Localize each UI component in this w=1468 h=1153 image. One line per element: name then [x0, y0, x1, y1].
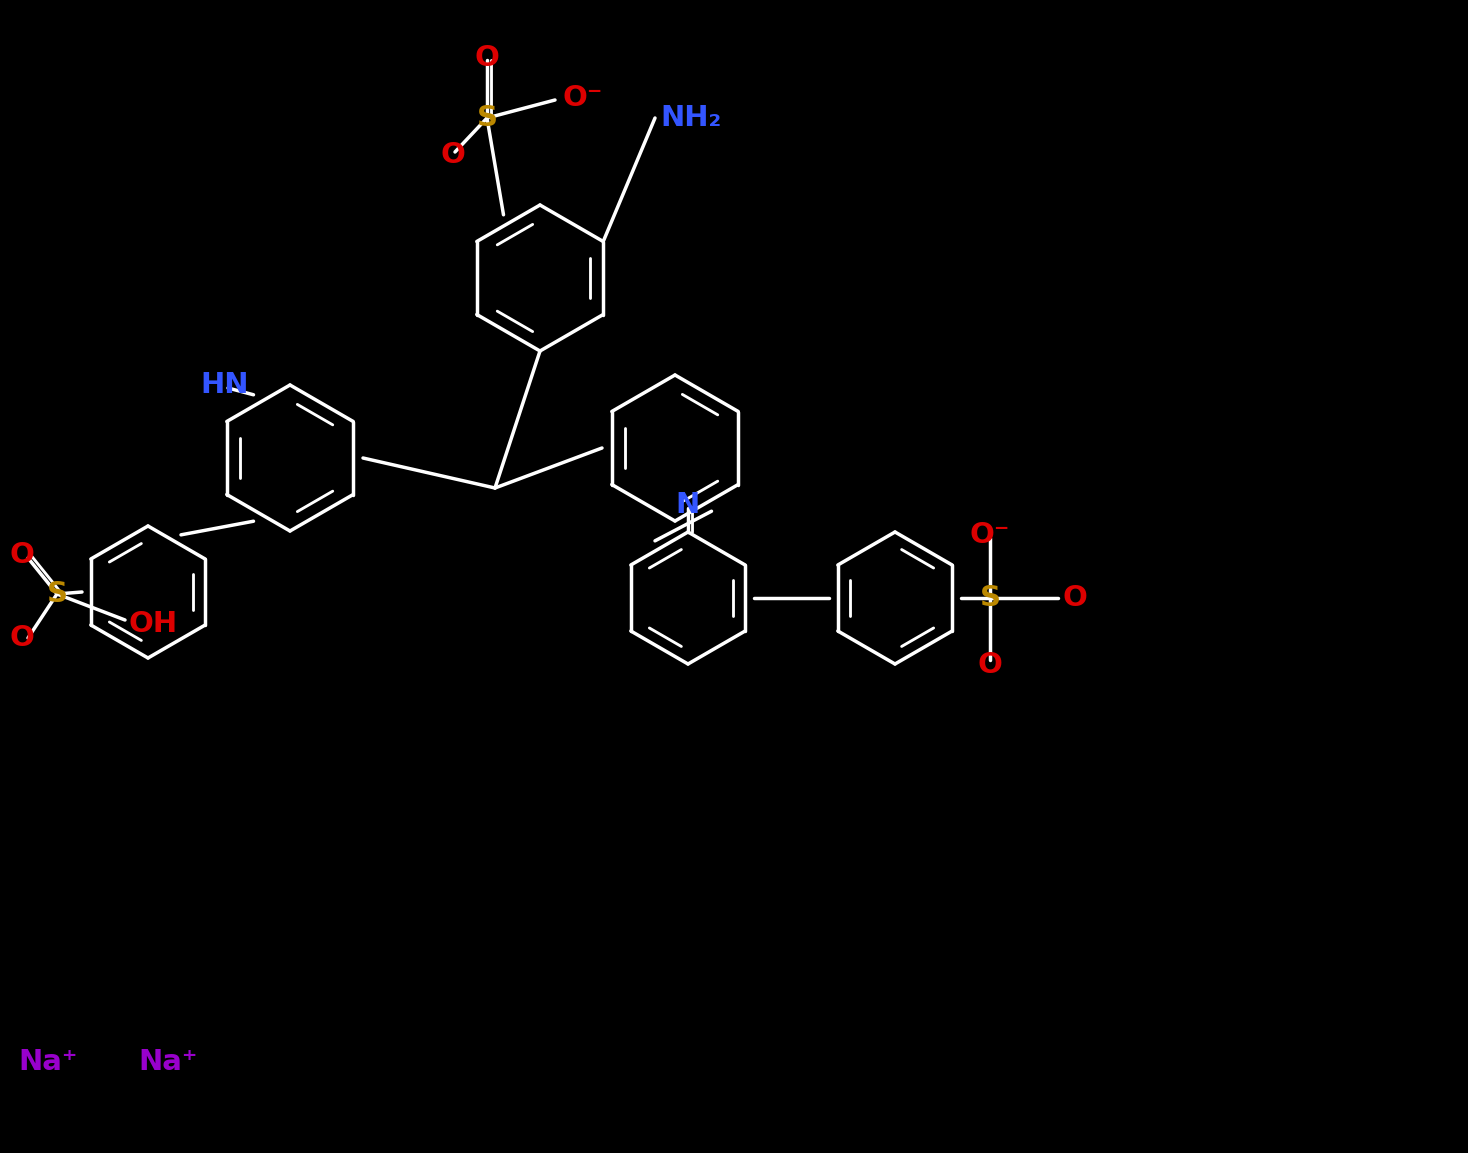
Text: O: O [978, 651, 1003, 679]
Text: O: O [474, 44, 499, 71]
Text: HN: HN [201, 371, 250, 399]
Text: N: N [675, 491, 700, 519]
Text: O⁻: O⁻ [562, 84, 602, 112]
Text: S: S [979, 585, 1001, 612]
Text: O⁻: O⁻ [970, 521, 1010, 549]
Text: O: O [10, 541, 34, 568]
Text: S: S [47, 580, 68, 608]
Text: NH₂: NH₂ [661, 104, 721, 131]
Text: O: O [10, 624, 34, 651]
Text: S: S [477, 104, 498, 131]
Text: OH: OH [128, 610, 178, 638]
Text: Na⁺: Na⁺ [18, 1048, 78, 1076]
Text: O: O [440, 141, 465, 169]
Text: Na⁺: Na⁺ [138, 1048, 198, 1076]
Text: O: O [1061, 585, 1086, 612]
